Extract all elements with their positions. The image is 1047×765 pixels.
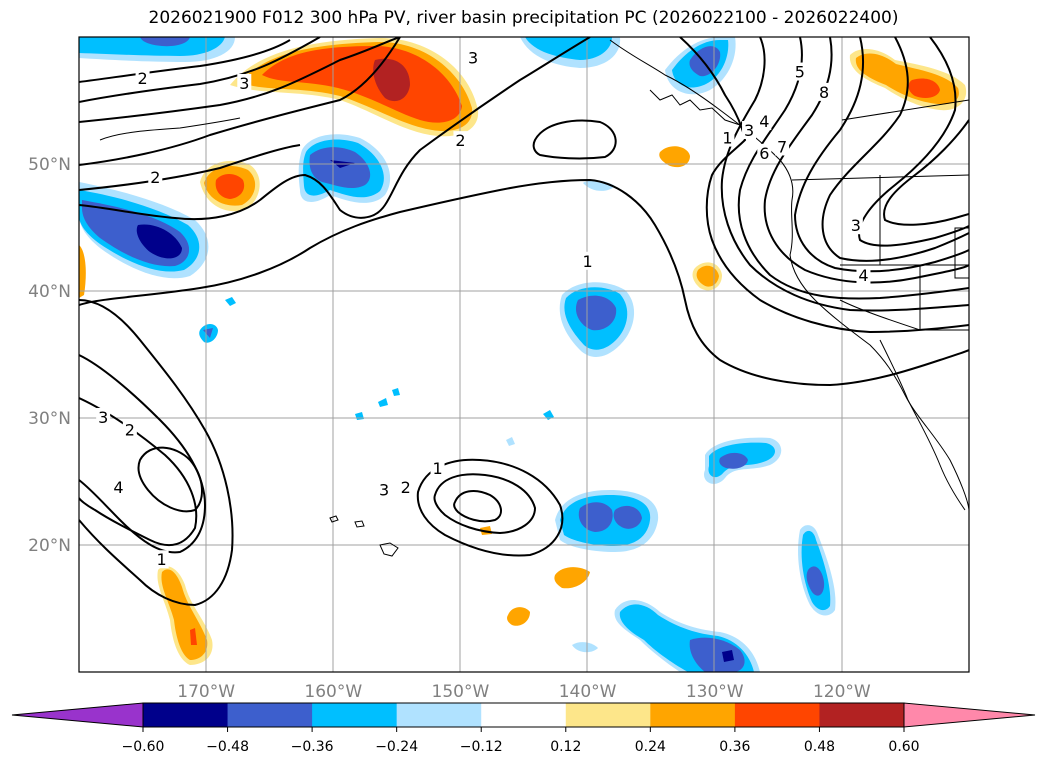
contour-label-bg — [453, 131, 468, 150]
contour-label-bg — [757, 112, 772, 131]
colorbar-tick-label: 0.60 — [888, 739, 919, 755]
lon-tick-label: 160°W — [304, 682, 362, 702]
contour-label: 3 — [98, 408, 108, 427]
lat-tick-label: 30°N — [28, 409, 71, 429]
colorbar-tick-label: −0.36 — [291, 739, 334, 755]
colorbar-segment — [143, 703, 229, 727]
contour-label-bg — [111, 477, 126, 496]
colorbar-segment — [565, 703, 651, 727]
colorbar-frame — [142, 702, 905, 728]
contour-label-bg — [817, 82, 832, 101]
contour-label-bg — [237, 73, 252, 92]
map-frame — [78, 36, 970, 673]
lat-tick-label: 40°N — [28, 282, 71, 302]
contour-label: 3 — [851, 216, 861, 235]
contour-label-bg — [580, 251, 595, 270]
contour-label: 2 — [455, 131, 465, 150]
contour-label-bg — [848, 216, 863, 235]
contour-label-bg — [856, 265, 871, 284]
contour-label-bg — [466, 48, 481, 67]
contour-label-bg — [775, 137, 790, 156]
colorbar-tick-label: 0.24 — [635, 739, 666, 755]
contour-label: 1 — [432, 459, 442, 478]
lon-tick-labels: 170°W 160°W 150°W 140°W 130°W 120°W — [177, 682, 871, 702]
colorbar-extend-min — [11, 702, 144, 728]
contour-label: 8 — [819, 83, 829, 102]
colorbar-tick-label: −0.24 — [375, 739, 418, 755]
contour-label-bg — [792, 62, 807, 81]
contour-label: 4 — [113, 478, 123, 497]
colorbar-segment — [650, 703, 736, 727]
contour-label-bg — [742, 120, 757, 139]
colorbar-segment — [312, 703, 398, 727]
lat-tick-label: 20°N — [28, 536, 71, 556]
lon-tick-label: 150°W — [432, 682, 490, 702]
contour-label: 2 — [150, 168, 160, 187]
lon-tick-label: 140°W — [559, 682, 617, 702]
contour-label-bg — [135, 68, 150, 87]
contour-label: 1 — [722, 129, 732, 148]
contour-label-bg — [377, 480, 392, 499]
contour-label: 6 — [759, 144, 769, 163]
coastlines-borders — [99, 39, 969, 557]
contour-label: 1 — [157, 550, 167, 569]
colorbar-segment — [734, 703, 820, 727]
contour-label: 3 — [239, 74, 249, 93]
contour-label-bg — [430, 458, 445, 477]
contour-label: 3 — [468, 49, 478, 68]
lat-tick-labels: 20°N 30°N 40°N 50°N — [28, 155, 71, 556]
gridlines — [79, 37, 969, 672]
contour-label-bg — [154, 550, 169, 569]
colorbar-tick-label: 0.48 — [804, 739, 835, 755]
pv-contours — [79, 37, 969, 607]
lat-tick-label: 50°N — [28, 155, 71, 175]
contour-label-bg — [398, 477, 413, 496]
colorbar-tick-label: −0.60 — [122, 739, 165, 755]
colorbar-extend-max — [903, 702, 1036, 728]
contour-label: 3 — [744, 121, 754, 140]
lon-tick-label: 130°W — [686, 682, 744, 702]
contour-label: 3 — [379, 480, 389, 499]
colorbar-tick-label: −0.12 — [460, 739, 503, 755]
colorbar-segment — [819, 703, 905, 727]
contour-label: 2 — [137, 69, 147, 88]
colorbar-segment — [396, 703, 482, 727]
contour-label-bg — [757, 143, 772, 162]
colorbar-tick-label: −0.48 — [206, 739, 249, 755]
contour-label-bg — [148, 167, 163, 186]
contour-label: 7 — [777, 137, 787, 156]
colorbar-tick-label: 0.36 — [719, 739, 750, 755]
colorbar-segment — [481, 703, 567, 727]
contour-label: 4 — [759, 112, 769, 131]
contour-label-bg — [122, 420, 137, 439]
colorbar-segment — [227, 703, 313, 727]
chart-title: 2026021900 F012 300 hPa PV, river basin … — [148, 8, 899, 28]
contour-label-bg — [720, 128, 735, 147]
precipitation-pc-fill — [79, 37, 967, 672]
contour-label: 1 — [582, 252, 592, 271]
map-background — [79, 37, 969, 672]
contour-label: 5 — [795, 63, 805, 82]
contour-label: 2 — [401, 478, 411, 497]
colorbar: −0.60 −0.48 −0.36 −0.24 −0.12 0.12 0.24 0.36 0.4… — [11, 702, 1036, 755]
colorbar-tick-label: 0.12 — [550, 739, 581, 755]
contour-label-bg — [96, 408, 111, 426]
contour-label: 2 — [125, 421, 135, 440]
lon-tick-label: 120°W — [813, 682, 871, 702]
contour-label: 4 — [858, 266, 868, 285]
lon-tick-label: 170°W — [177, 682, 235, 702]
